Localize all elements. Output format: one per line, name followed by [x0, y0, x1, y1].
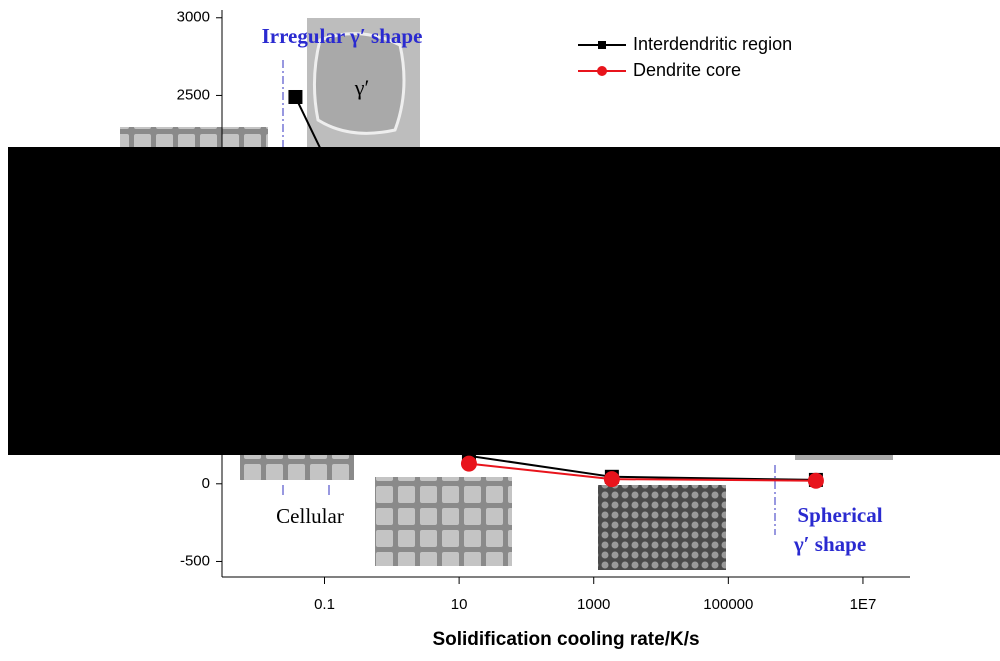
legend-label: Dendrite core: [633, 60, 741, 80]
y-tick-label: -500: [180, 552, 210, 569]
marker: [597, 66, 607, 76]
redaction: [8, 147, 1000, 455]
annotation: Irregular γ′ shape: [262, 24, 423, 48]
micrograph: [598, 485, 726, 570]
micrograph-detail: [312, 32, 406, 135]
marker: [288, 89, 303, 104]
x-axis-label: Solidification cooling rate/K/s: [432, 629, 699, 650]
legend: Interdendritic region Dendrite core: [578, 34, 792, 80]
y-tick-label: 3000: [177, 9, 210, 26]
x-tick-label: 0.1: [314, 596, 335, 613]
annotation: Spherical: [797, 503, 882, 527]
x-tick-label: 100000: [703, 596, 753, 613]
marker: [807, 472, 824, 489]
gamma-label: γ′: [354, 75, 370, 100]
y-tick-label: 2500: [177, 86, 210, 103]
legend-label: Interdendritic region: [633, 34, 792, 54]
x-tick-label: 1E7: [850, 596, 877, 613]
marker: [460, 455, 477, 472]
annotation: Cellular: [276, 504, 344, 528]
micrograph: [120, 127, 268, 149]
marker: [598, 41, 606, 49]
annotation: γ′ shape: [793, 532, 866, 556]
micrograph: [375, 477, 512, 566]
y-tick-label: 0: [202, 475, 210, 492]
marker: [603, 471, 620, 488]
x-tick-label: 10: [451, 596, 468, 613]
x-tick-label: 1000: [577, 596, 610, 613]
